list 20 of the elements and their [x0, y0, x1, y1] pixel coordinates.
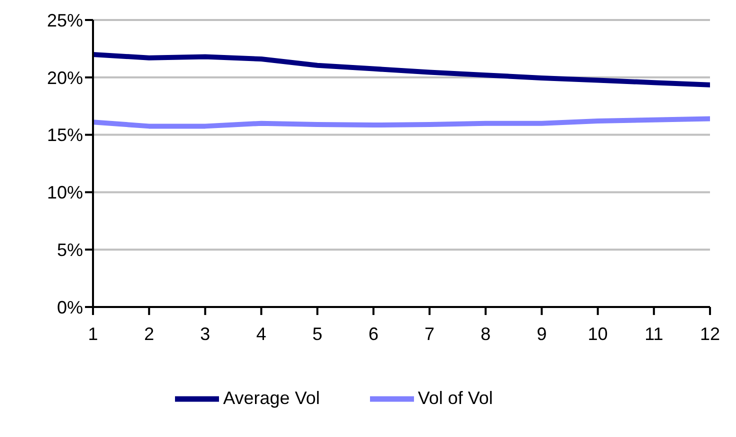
x-tick-label: 6: [368, 324, 378, 344]
x-tick-label: 12: [700, 324, 720, 344]
x-tick-label: 8: [480, 324, 491, 344]
y-tick-label: 15%: [46, 125, 83, 146]
x-tick-label: 4: [256, 324, 266, 344]
x-tick-label: 11: [644, 324, 664, 344]
x-tick-label: 3: [200, 324, 210, 344]
x-tick-label: 7: [424, 324, 435, 344]
x-tick-label: 10: [588, 324, 608, 344]
x-tick-label: 1: [88, 324, 98, 344]
y-tick-label: 10%: [46, 182, 83, 203]
y-tick-label: 25%: [46, 10, 83, 30]
legend-label: Average Vol: [223, 388, 320, 408]
y-tick-label: 5%: [56, 240, 83, 260]
legend-label: Vol of Vol: [418, 388, 493, 408]
x-tick-label: 5: [312, 324, 322, 344]
x-tick-label: 9: [536, 324, 547, 344]
x-tick-label: 2: [144, 324, 154, 344]
y-tick-label: 20%: [46, 68, 83, 88]
y-tick-label: 0%: [56, 297, 83, 318]
